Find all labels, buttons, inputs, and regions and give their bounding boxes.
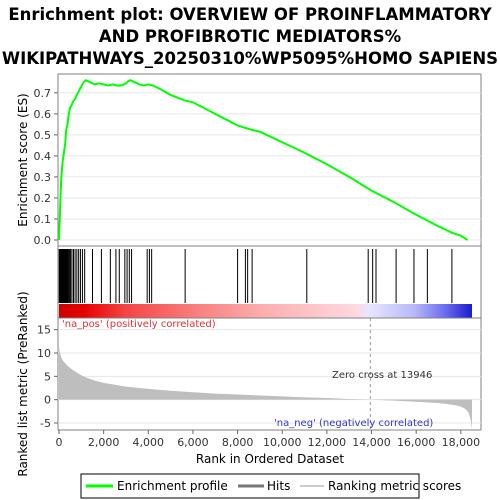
es-y-ticks: 0.0 0.1 0.2 0.3 0.4 0.5 0.6 0.7	[34, 87, 58, 247]
metric-y-ticks: -5 0 5 10 15	[37, 324, 58, 430]
legend-profile-label: Enrichment profile	[117, 479, 228, 493]
zero-cross-label: Zero cross at 13946	[332, 370, 432, 381]
es-line-group	[58, 79, 469, 241]
es-y-tick-label: 0.7	[34, 87, 52, 100]
chart-title-line-1: Enrichment plot: OVERVIEW OF PROINFLAMMA…	[8, 5, 492, 24]
x-ticks: 0 2,000 4,000 6,000 8,000 10,000 12,000 14,000 1…	[56, 430, 481, 449]
legend-hits-label: Hits	[267, 479, 290, 493]
es-panel-frame	[57, 73, 482, 247]
hits-group	[58, 249, 453, 303]
x-tick-label: 16,000	[397, 436, 436, 449]
metric-y-tick-label: 5	[44, 370, 51, 383]
chart-title-line-3: WIKIPATHWAYS_20250310%WP5095%HOMO SAPIEN…	[2, 49, 498, 68]
es-y-tick-label: 0.6	[34, 108, 52, 121]
positive-correlation-label: 'na_pos' (positively correlated)	[62, 319, 216, 330]
metric-y-tick-label: 15	[37, 324, 51, 337]
x-tick-label: 2,000	[88, 436, 120, 449]
legend-metric-label: Ranking metric scores	[328, 479, 461, 493]
chart-title-line-2: AND PROFIBROTIC MEDIATORS%	[99, 27, 402, 46]
es-line	[58, 79, 469, 241]
es-y-tick-label: 0.1	[34, 213, 52, 226]
x-tick-label: 4,000	[133, 436, 165, 449]
x-tick-label: 8,000	[222, 436, 254, 449]
x-axis-label: Rank in Ordered Dataset	[196, 452, 344, 466]
metric-y-tick-label: -5	[40, 417, 51, 430]
metric-y-axis-label: Ranked list metric (PreRanked)	[16, 291, 30, 476]
es-y-axis-label: Enrichment score (ES)	[16, 93, 30, 226]
x-tick-label: 18,000	[442, 436, 481, 449]
x-tick-label: 10,000	[263, 436, 302, 449]
metric-y-tick-label: 10	[37, 347, 51, 360]
es-y-tick-label: 0.3	[34, 171, 52, 184]
metric-y-tick-label: 0	[44, 394, 51, 407]
es-y-tick-label: 0.0	[34, 234, 52, 247]
es-y-tick-label: 0.2	[34, 192, 52, 205]
es-y-tick-label: 0.4	[34, 150, 52, 163]
es-grid	[58, 92, 481, 241]
es-y-tick-label: 0.5	[34, 129, 52, 142]
x-tick-label: 12,000	[308, 436, 347, 449]
x-tick-label: 6,000	[177, 436, 209, 449]
rank-color-bar	[59, 304, 472, 318]
negative-correlation-label: 'na_neg' (negatively correlated)	[274, 418, 433, 429]
x-tick-label: 0	[56, 436, 63, 449]
metric-panel-frame	[57, 317, 482, 431]
x-tick-label: 14,000	[352, 436, 391, 449]
